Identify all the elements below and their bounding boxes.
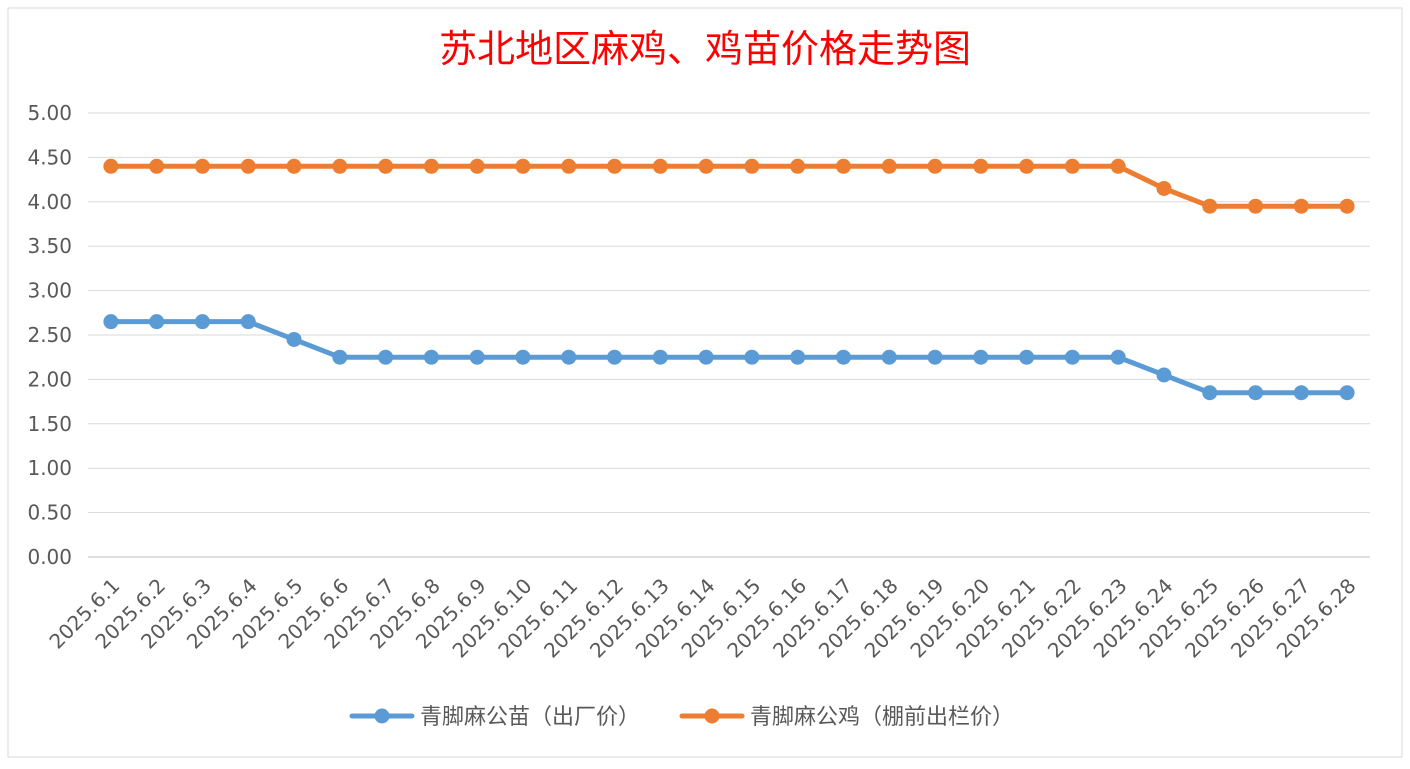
legend-item: 青脚麻公鸡（棚前出栏价）	[679, 705, 1014, 730]
data-point	[332, 158, 348, 174]
y-tick-label: 4.00	[27, 190, 72, 214]
data-point	[1293, 385, 1309, 401]
data-point	[194, 314, 210, 330]
y-tick-label: 5.00	[27, 101, 72, 125]
data-point	[378, 349, 394, 365]
data-point	[1248, 385, 1264, 401]
y-tick-label: 3.50	[27, 234, 72, 258]
data-point	[515, 158, 531, 174]
data-point	[607, 349, 623, 365]
data-point	[927, 158, 943, 174]
legend-label: 青脚麻公苗（出厂价）	[420, 705, 640, 730]
series-1	[103, 314, 1355, 401]
legend-marker	[374, 708, 390, 724]
data-point	[835, 349, 851, 365]
data-point	[881, 158, 897, 174]
chart-title: 苏北地区麻鸡、鸡苗价格走势图	[439, 27, 971, 71]
data-point	[561, 158, 577, 174]
data-point	[790, 158, 806, 174]
data-point	[103, 158, 119, 174]
data-point	[423, 158, 439, 174]
data-point	[1064, 349, 1080, 365]
y-tick-label: 0.50	[27, 501, 72, 525]
data-point	[1110, 349, 1126, 365]
data-point	[378, 158, 394, 174]
legend-item: 青脚麻公苗（出厂价）	[349, 705, 640, 730]
data-point	[1339, 198, 1355, 214]
data-point	[790, 349, 806, 365]
legend-marker	[704, 708, 720, 724]
data-point	[515, 349, 531, 365]
data-point	[332, 349, 348, 365]
data-point	[607, 158, 623, 174]
data-point	[698, 158, 714, 174]
data-point	[1339, 385, 1355, 401]
y-tick-label: 2.00	[27, 367, 72, 391]
data-point	[286, 158, 302, 174]
data-point	[469, 349, 485, 365]
data-point	[1019, 158, 1035, 174]
legend-label: 青脚麻公鸡（棚前出栏价）	[750, 705, 1014, 730]
data-point	[881, 349, 897, 365]
data-point	[469, 158, 485, 174]
data-point	[1248, 198, 1264, 214]
series-lines	[103, 158, 1355, 401]
y-axis-tick-labels: 0.00 0.50 1.00 1.50 2.00 2.50 3.00 3.50 4.00 4.50…	[27, 101, 72, 569]
data-point	[652, 349, 668, 365]
data-point	[1156, 180, 1172, 196]
data-point	[423, 349, 439, 365]
y-tick-label: 1.50	[27, 412, 72, 436]
data-point	[835, 158, 851, 174]
data-point	[561, 349, 577, 365]
data-point	[103, 314, 119, 330]
y-tick-label: 3.00	[27, 279, 72, 303]
data-point	[1202, 198, 1218, 214]
data-point	[973, 158, 989, 174]
data-point	[149, 158, 165, 174]
data-point	[1064, 158, 1080, 174]
data-point	[240, 314, 256, 330]
series-2	[103, 158, 1355, 214]
y-tick-label: 4.50	[27, 145, 72, 169]
series-line	[108, 163, 1350, 209]
data-point	[1110, 158, 1126, 174]
y-tick-label: 1.00	[27, 456, 72, 480]
data-point	[1156, 367, 1172, 383]
gridlines	[88, 112, 1370, 558]
data-point	[973, 349, 989, 365]
data-point	[698, 349, 714, 365]
data-point	[744, 158, 760, 174]
data-point	[194, 158, 210, 174]
data-point	[286, 331, 302, 347]
data-point	[1293, 198, 1309, 214]
data-point	[744, 349, 760, 365]
legend: 青脚麻公苗（出厂价） 青脚麻公鸡（棚前出栏价）	[349, 705, 1014, 730]
data-point	[927, 349, 943, 365]
y-tick-label: 2.50	[27, 323, 72, 347]
data-point	[149, 314, 165, 330]
y-tick-label: 0.00	[27, 545, 72, 569]
data-point	[652, 158, 668, 174]
data-point	[1019, 349, 1035, 365]
data-point	[240, 158, 256, 174]
series-line	[108, 319, 1350, 396]
data-point	[1202, 385, 1218, 401]
